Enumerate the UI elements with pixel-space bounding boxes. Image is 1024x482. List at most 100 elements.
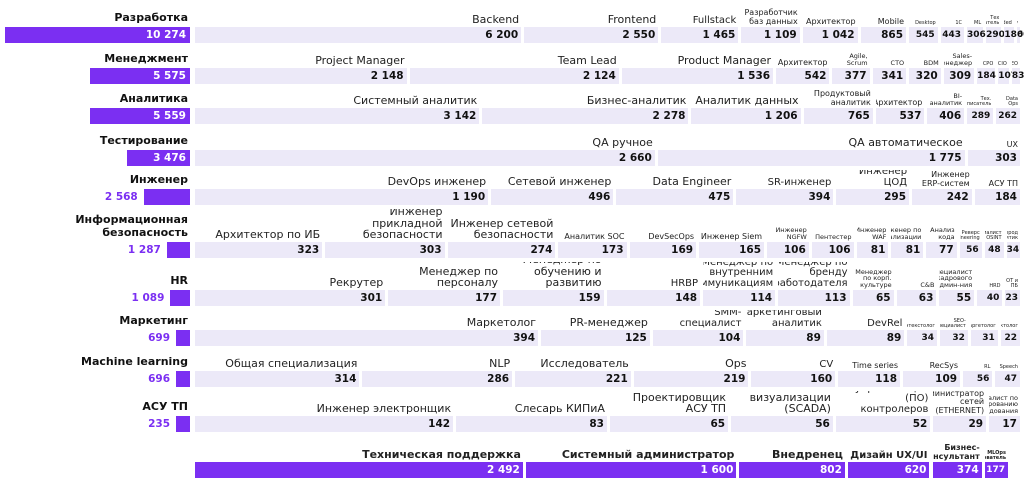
cell: 290 [986,27,1005,43]
cell: 47 [995,371,1020,387]
cell: 65 [852,290,894,306]
item-label: Инженер NGFW [775,226,807,241]
total-bar [89,68,190,84]
total-value: 235 [148,418,170,430]
group-title: Тестирование [99,134,188,147]
item-label: Архитектор [875,97,923,107]
item-label: Fullstack [692,14,737,26]
cell: 89 [746,330,824,346]
item-label: BDM [923,59,939,67]
group-title: Информационная безопасность [75,213,188,239]
item-label: Embedded [1004,19,1012,26]
item-label: CIO [998,60,1007,67]
item-label: CV [819,358,834,370]
cell: 29 [933,416,987,432]
item-label: Менеджер по обучению и развитию [523,262,602,289]
total-bar [5,27,190,43]
cell: 142 [195,416,454,432]
cell: 56 [959,242,982,258]
group-title: Менеджмент [104,52,188,65]
cell: 106 [767,242,809,258]
item-label: 1С [955,19,962,26]
group-title: HR [170,274,188,287]
item-label: Директолог [1000,322,1018,329]
cell: 242 [912,189,972,205]
item-label: CEO [1011,60,1018,67]
cell: 620 [847,462,930,478]
cell: 177 [984,462,1008,478]
item-label: Менеджер по бренду работодателя [778,262,848,289]
cell: 3 142 [195,108,480,124]
cell: 394 [736,189,834,205]
item-label: Системный аналитик [353,94,478,107]
item-label: HRD [989,282,1001,289]
cell: 286 [362,371,513,387]
item-label: Специалист по конфигурированию оборудова… [989,393,1018,415]
item-label: Слесарь КИПиА [514,402,605,415]
cell: 1 465 [661,27,739,43]
cell: 48 [984,242,1004,258]
item-label: Бизнес-аналитик [586,94,687,107]
cell: 31 [970,330,998,346]
total-value: 1 089 [131,292,165,304]
item-label: Специалист OSINT [985,229,1002,241]
total-bar [176,330,190,346]
item-label: CPO [982,60,994,67]
item-label: NLP [489,357,511,370]
cell: 2 124 [409,68,619,84]
total-bar [127,150,190,166]
cell: 865 [860,27,907,43]
item-label: Инженер ERP-систем [921,170,970,188]
item-label: UX [1006,139,1018,149]
cell: 169 [629,242,697,258]
item-label: Аналитик SOC [564,231,625,241]
cell: 802 [739,462,845,478]
cell: 2 660 [195,150,655,166]
total-value: 5 559 [153,110,186,122]
total-value: 2 568 [104,191,138,203]
cell: 765 [803,108,873,124]
cell: 537 [875,108,925,124]
item-label: ОТ и ПБ [1006,277,1018,289]
item-label: Маркетолог [466,316,537,329]
cell: 320 [909,68,941,84]
cell: 2 148 [195,68,407,84]
total-value: 3 476 [153,152,186,164]
item-label: Sales-менеджер [943,52,973,67]
item-label: QA ручное [592,136,653,149]
item-label: Инженер сетевой безопасности [450,216,554,241]
cell: 221 [515,371,631,387]
total-value: 696 [148,373,170,385]
cell: 2 278 [482,108,689,124]
cell: 274 [447,242,556,258]
cell: 374 [932,462,982,478]
item-label: Системный администратор сетей (ETHERNET) [933,391,985,415]
item-label: BI-аналитик [929,92,963,107]
cell: 23 [1005,290,1020,306]
cell: 52 [835,416,931,432]
item-label: Анализ кода [930,226,955,241]
cell: 303 [967,150,1020,166]
cell: 542 [776,68,830,84]
cell: 406 [927,108,965,124]
cell: 394 [195,330,539,346]
item-label: Agile, Scrum [846,52,868,67]
total-value: 1 287 [127,244,161,256]
item-label: HRBP [670,277,699,289]
item-label: АСУ ТП [988,178,1018,188]
cell: 1 536 [621,68,774,84]
item-label: Таргетолог [971,322,996,329]
item-label: Сетевой инженер [507,175,612,188]
group-title: Machine learning [81,355,188,368]
item-label: Инженер Siem [700,231,763,241]
item-label: Backend [472,13,520,26]
total-bar [143,189,190,205]
cell: 109 [903,371,961,387]
item-label: Техническая поддержка [362,448,521,461]
cell: 184 [974,189,1020,205]
cell: 159 [503,290,604,306]
item-label: Архитектор [806,16,856,26]
cell: 113 [778,290,850,306]
item-label: Менеджер по персоналу [419,264,499,289]
item-label: DevOps инженер [387,175,487,188]
